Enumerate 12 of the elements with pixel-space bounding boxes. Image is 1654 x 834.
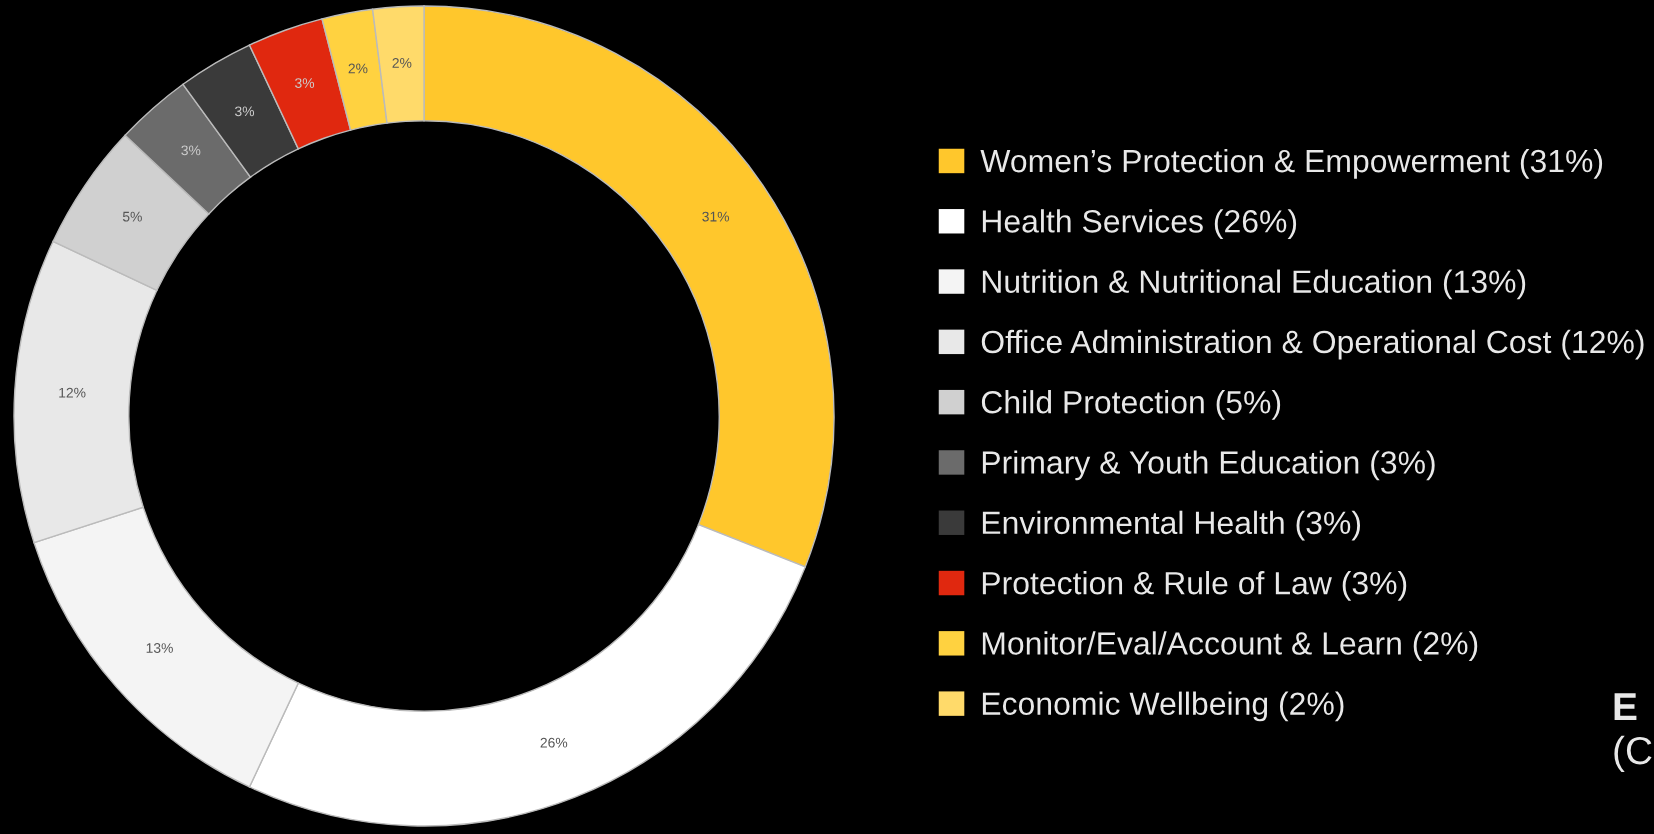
text: (C — [1614, 735, 1652, 773]
legend-label: Protection & Rule of Law (3%) — [982, 570, 1407, 601]
legend-label: Monitor/Eval/Account & Learn (2%) — [982, 631, 1478, 662]
legend-label: Primary & Youth Education (3%) — [982, 450, 1435, 481]
legend-label: Child Protection (5%) — [981, 390, 1281, 420]
legend-label: Women’s Protection & Empowerment (31%) — [980, 148, 1603, 179]
legend-label: Health Services (26%) — [982, 209, 1297, 239]
legend-label: Nutrition & Nutritional Education (13%) — [982, 269, 1526, 300]
legend-label: Environmental Health (3%) — [982, 510, 1361, 541]
text: E — [1614, 693, 1637, 721]
legend-label: Economic Wellbeing (2%) — [982, 691, 1344, 722]
legend-label: Office Administration & Operational Cost (12%) — [981, 329, 1644, 360]
